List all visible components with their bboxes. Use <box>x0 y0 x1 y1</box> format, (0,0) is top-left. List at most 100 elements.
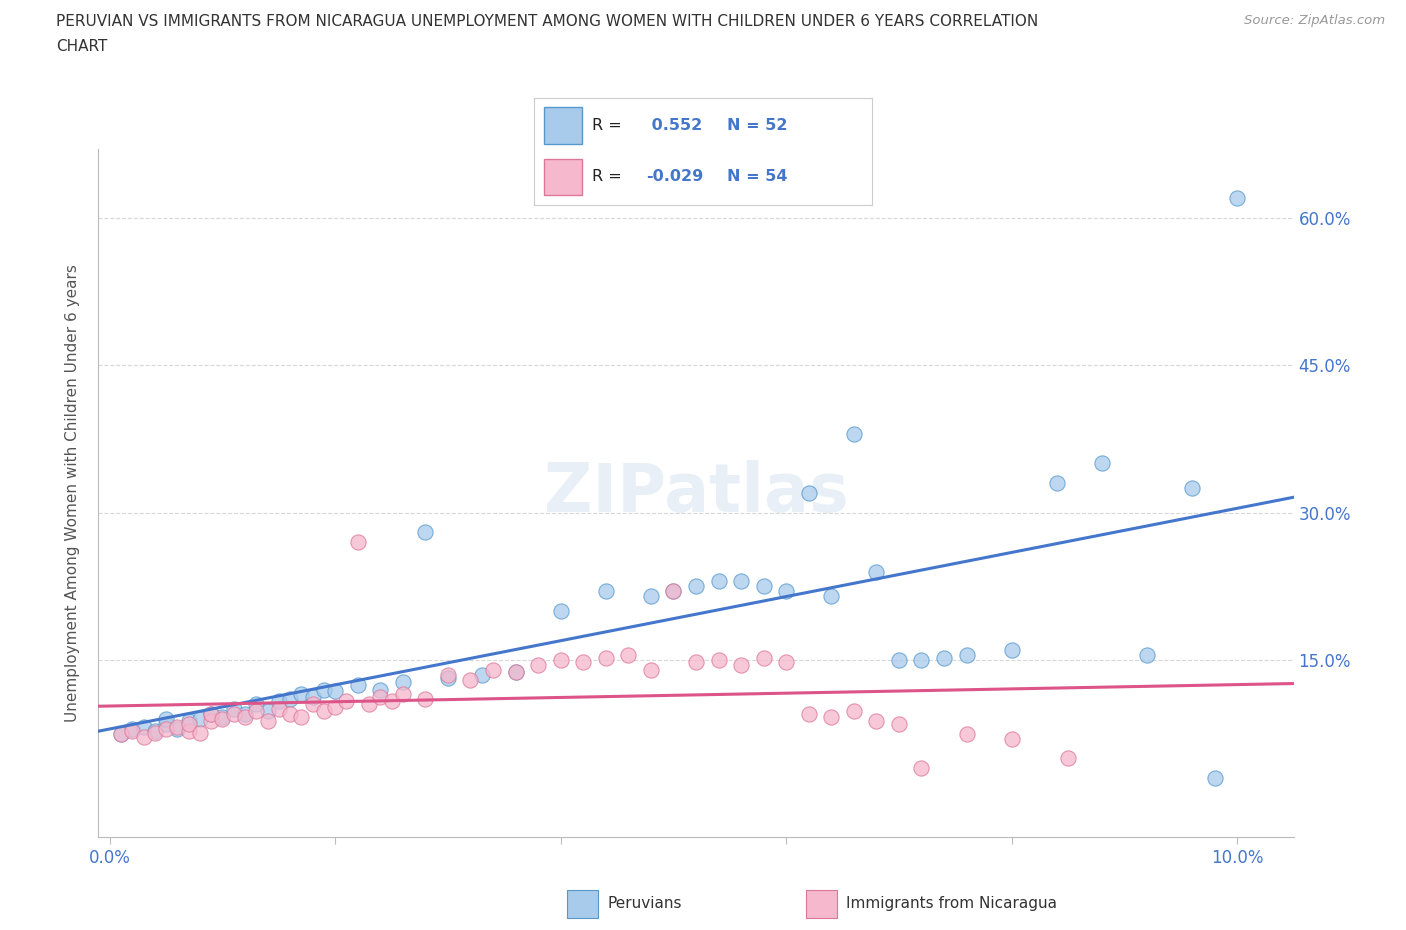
Point <box>662 584 685 599</box>
Point <box>368 690 391 705</box>
Point <box>1181 481 1204 496</box>
Text: R =: R = <box>592 118 627 133</box>
Text: N = 54: N = 54 <box>727 169 787 184</box>
Point <box>775 584 797 599</box>
Point <box>290 687 312 702</box>
Point <box>121 722 143 737</box>
Point <box>595 651 617 666</box>
Point <box>842 704 865 719</box>
Text: ZIPatlas: ZIPatlas <box>544 460 848 525</box>
Point <box>595 584 617 599</box>
Point <box>346 535 368 550</box>
Point <box>301 697 323 711</box>
Point <box>155 716 177 731</box>
Point <box>143 725 166 740</box>
Point <box>640 589 662 604</box>
Point <box>550 653 572 668</box>
Point <box>110 726 132 741</box>
Point <box>865 565 887 579</box>
Point <box>121 724 143 738</box>
Point <box>357 697 380 711</box>
Point <box>471 668 494 683</box>
Point <box>301 690 323 705</box>
Point <box>155 722 177 737</box>
Point <box>797 485 820 500</box>
Point <box>752 578 775 593</box>
Point <box>323 699 346 714</box>
Point <box>245 704 267 719</box>
Point <box>211 710 233 724</box>
Point <box>1091 456 1114 471</box>
Point <box>177 716 200 731</box>
Point <box>775 655 797 670</box>
Text: N = 52: N = 52 <box>727 118 787 133</box>
Point <box>1226 191 1249 206</box>
Point <box>188 711 211 726</box>
Point <box>392 674 415 689</box>
Point <box>887 716 910 731</box>
Point <box>685 578 707 593</box>
Point <box>955 726 977 741</box>
Point <box>955 647 977 662</box>
Point <box>730 574 752 589</box>
Point <box>256 704 278 719</box>
Y-axis label: Unemployment Among Women with Children Under 6 years: Unemployment Among Women with Children U… <box>65 264 80 722</box>
Point <box>685 655 707 670</box>
Point <box>132 729 155 744</box>
Point <box>482 662 505 677</box>
FancyBboxPatch shape <box>544 107 582 143</box>
Point <box>200 707 222 722</box>
Point <box>932 651 955 666</box>
Point <box>842 427 865 442</box>
Point <box>132 720 155 735</box>
Point <box>415 692 437 707</box>
Text: Immigrants from Nicaragua: Immigrants from Nicaragua <box>846 897 1057 911</box>
Point <box>1046 475 1069 490</box>
Point <box>505 664 527 679</box>
Point <box>820 710 842 724</box>
Text: -0.029: -0.029 <box>645 169 703 184</box>
Point <box>437 671 460 685</box>
Point <box>368 682 391 697</box>
Point <box>910 761 932 776</box>
Point <box>1204 771 1226 786</box>
Point <box>143 724 166 738</box>
Point <box>222 702 245 717</box>
Point <box>392 687 415 702</box>
Text: PERUVIAN VS IMMIGRANTS FROM NICARAGUA UNEMPLOYMENT AMONG WOMEN WITH CHILDREN UND: PERUVIAN VS IMMIGRANTS FROM NICARAGUA UN… <box>56 14 1039 29</box>
Text: 0.552: 0.552 <box>645 118 702 133</box>
Point <box>233 707 256 722</box>
FancyBboxPatch shape <box>544 159 582 195</box>
Point <box>110 726 132 741</box>
Point <box>662 584 685 599</box>
Point <box>887 653 910 668</box>
Point <box>267 702 290 717</box>
Point <box>166 720 188 735</box>
Point <box>910 653 932 668</box>
Point <box>797 707 820 722</box>
Point <box>200 713 222 728</box>
Text: Source: ZipAtlas.com: Source: ZipAtlas.com <box>1244 14 1385 27</box>
Point <box>437 668 460 683</box>
Point <box>1136 647 1159 662</box>
Point <box>188 725 211 740</box>
Point <box>1001 643 1024 658</box>
Point <box>730 658 752 672</box>
Point <box>323 684 346 699</box>
Point <box>312 704 335 719</box>
Point <box>312 682 335 697</box>
Point <box>572 655 595 670</box>
Point <box>460 672 482 687</box>
Point <box>278 707 301 722</box>
Point <box>233 710 256 724</box>
Point <box>505 664 527 679</box>
Point <box>550 604 572 618</box>
Point <box>617 647 640 662</box>
Point <box>865 713 887 728</box>
Point <box>222 707 245 722</box>
Point <box>166 722 188 737</box>
Point <box>707 574 730 589</box>
Point <box>335 694 357 709</box>
Point <box>290 710 312 724</box>
Point <box>527 658 550 672</box>
